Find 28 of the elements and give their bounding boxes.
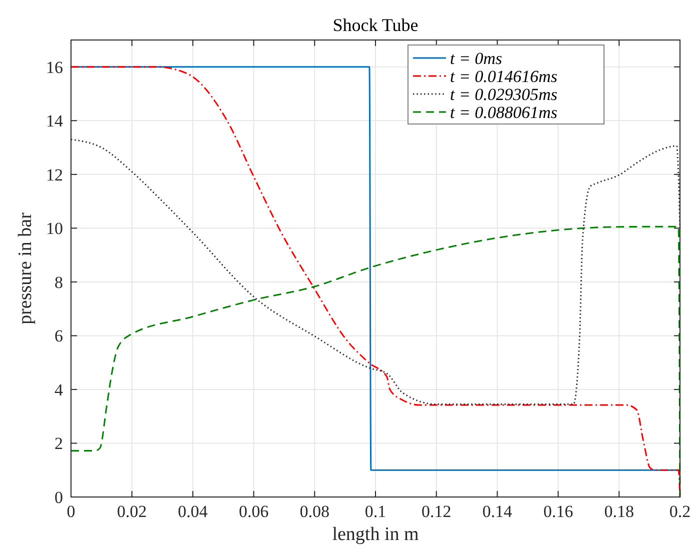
- x-tick-label: 0.04: [178, 502, 208, 521]
- chart-title: Shock Tube: [332, 15, 418, 35]
- x-tick-label: 0.1: [364, 502, 386, 521]
- y-tick-label: 0: [54, 488, 63, 507]
- x-tick-label: 0.16: [543, 502, 574, 521]
- y-axis-title: pressure in bar: [15, 212, 36, 324]
- x-tick-label: 0.08: [300, 502, 330, 521]
- y-tick-label: 12: [46, 165, 63, 184]
- y-tick-label: 14: [46, 112, 64, 131]
- legend-label: t = 0ms: [450, 49, 502, 68]
- y-tick-label: 4: [54, 380, 64, 400]
- legend-label: t = 0.088061ms: [450, 103, 558, 122]
- y-tick-label: 10: [46, 219, 63, 238]
- x-tick-label: 0.12: [422, 502, 452, 521]
- legend-label: t = 0.014616ms: [450, 67, 558, 86]
- legend-label: t = 0.029305ms: [450, 85, 558, 104]
- x-tick-label: 0.18: [604, 502, 634, 521]
- y-tick-label: 8: [54, 272, 63, 292]
- y-tick-label: 2: [54, 434, 63, 454]
- x-tick-label: 0.06: [238, 502, 269, 521]
- y-tick-label: 16: [46, 58, 63, 77]
- x-axis-title: length in m: [332, 524, 419, 545]
- x-tick-label: 0.14: [482, 502, 513, 521]
- x-tick-label: 0: [66, 502, 76, 521]
- line-series: [70, 226, 681, 498]
- y-tick-label: 6: [54, 326, 63, 346]
- x-tick-label: 0.02: [117, 502, 147, 521]
- x-tick-label: 0.2: [669, 502, 691, 521]
